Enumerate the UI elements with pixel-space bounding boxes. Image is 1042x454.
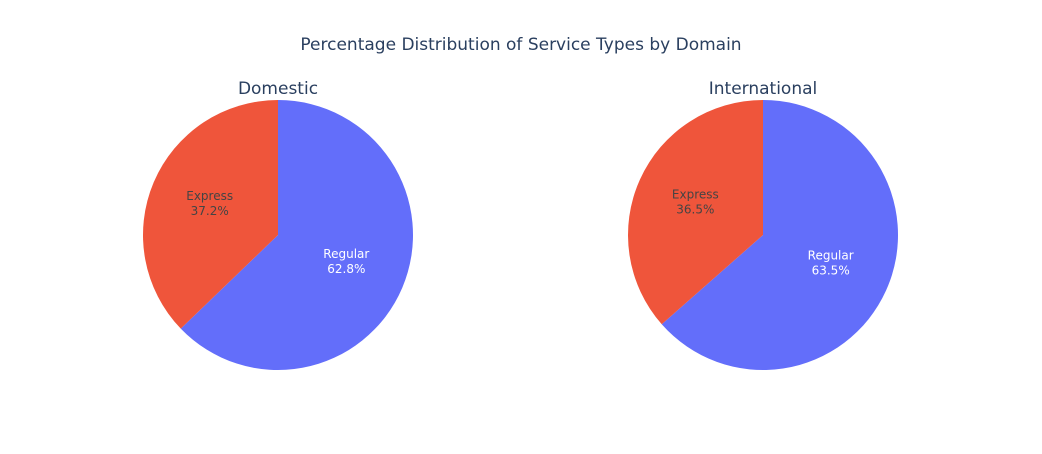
- slice-percent: 37.2%: [191, 204, 229, 218]
- slice-percent: 62.8%: [327, 262, 365, 276]
- subplots-layer: DomesticRegular62.8%Express37.2%Internat…: [143, 79, 898, 370]
- pie-slice-express[interactable]: [628, 100, 763, 325]
- pie-slice-regular[interactable]: [180, 100, 414, 370]
- slice-percent: 63.5%: [812, 264, 850, 278]
- chart-title: Percentage Distribution of Service Types…: [300, 35, 741, 55]
- slice-label: Express: [186, 189, 233, 203]
- pie-slice-express[interactable]: [143, 100, 278, 329]
- slice-label: Regular: [808, 249, 854, 263]
- subplot-title: Domestic: [238, 79, 318, 99]
- slice-label: Regular: [323, 247, 369, 261]
- slice-percent: 36.5%: [676, 202, 714, 216]
- subplot-title: International: [709, 79, 818, 99]
- slice-label: Express: [672, 187, 719, 201]
- pie-slice-regular[interactable]: [661, 100, 898, 370]
